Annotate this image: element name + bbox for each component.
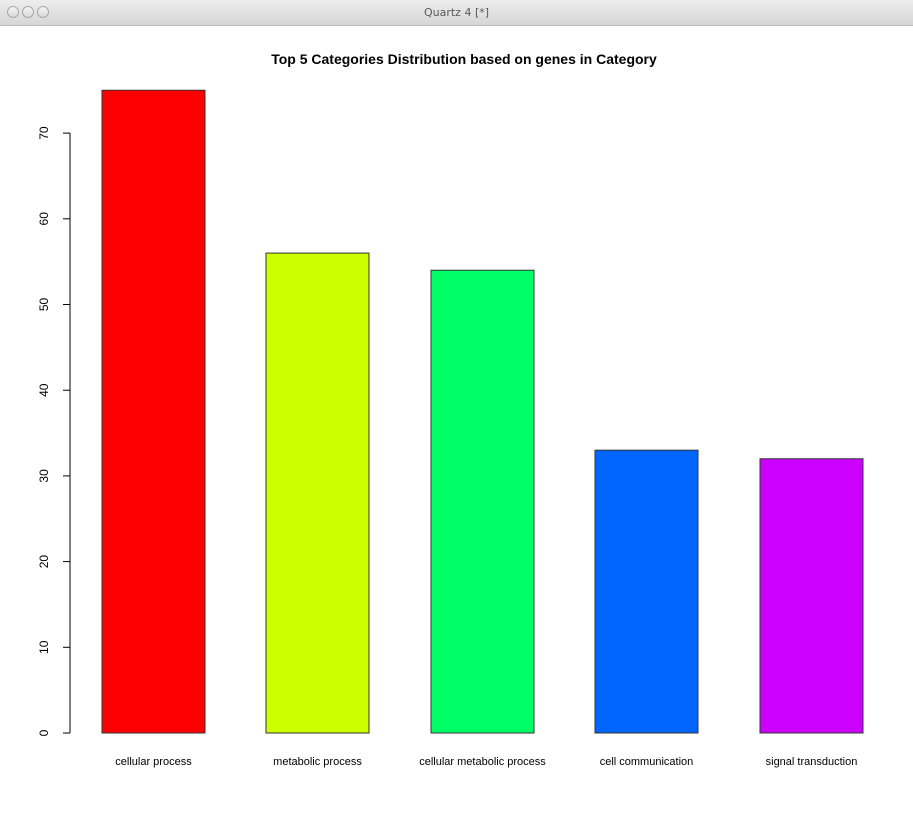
x-category-label: metabolic process [273, 756, 362, 768]
y-tick-label: 30 [37, 469, 51, 483]
bar-signal-transduction [759, 458, 864, 734]
bar-cellular-metabolic-process [430, 269, 535, 734]
x-category-label: cellular metabolic process [419, 756, 546, 768]
y-tick-label: 20 [37, 555, 51, 569]
x-axis-labels: cellular process metabolic process cellula… [115, 756, 857, 768]
bar-chart: Top 5 Categories Distribution based on g… [37, 51, 864, 768]
minimize-window-button[interactable] [22, 6, 34, 18]
x-category-label: signal transduction [766, 756, 858, 768]
bar-metabolic-process [265, 252, 370, 734]
y-tick-label: 40 [37, 383, 51, 397]
y-tick-label: 0 [37, 729, 51, 736]
x-category-label: cell communication [600, 756, 694, 768]
zoom-window-button[interactable] [37, 6, 49, 18]
y-tick-label: 10 [37, 640, 51, 654]
window-title: Quartz 4 [*] [423, 6, 490, 19]
y-tick-label: 70 [37, 126, 51, 140]
x-category-label: cellular process [115, 756, 192, 768]
chart-title: Top 5 Categories Distribution based on g… [271, 51, 657, 67]
bar-cell-communication [594, 449, 699, 734]
close-window-button[interactable] [7, 6, 19, 18]
y-tick-label: 60 [37, 212, 51, 226]
bars-group [101, 89, 864, 734]
bar-cellular-process [101, 89, 206, 734]
y-tick-label: 50 [37, 298, 51, 312]
window-titlebar: Quartz 4 [*] [0, 0, 913, 26]
plot-area: Top 5 Categories Distribution based on g… [0, 26, 913, 819]
y-axis: 0 10 20 30 40 50 60 70 [37, 126, 71, 736]
